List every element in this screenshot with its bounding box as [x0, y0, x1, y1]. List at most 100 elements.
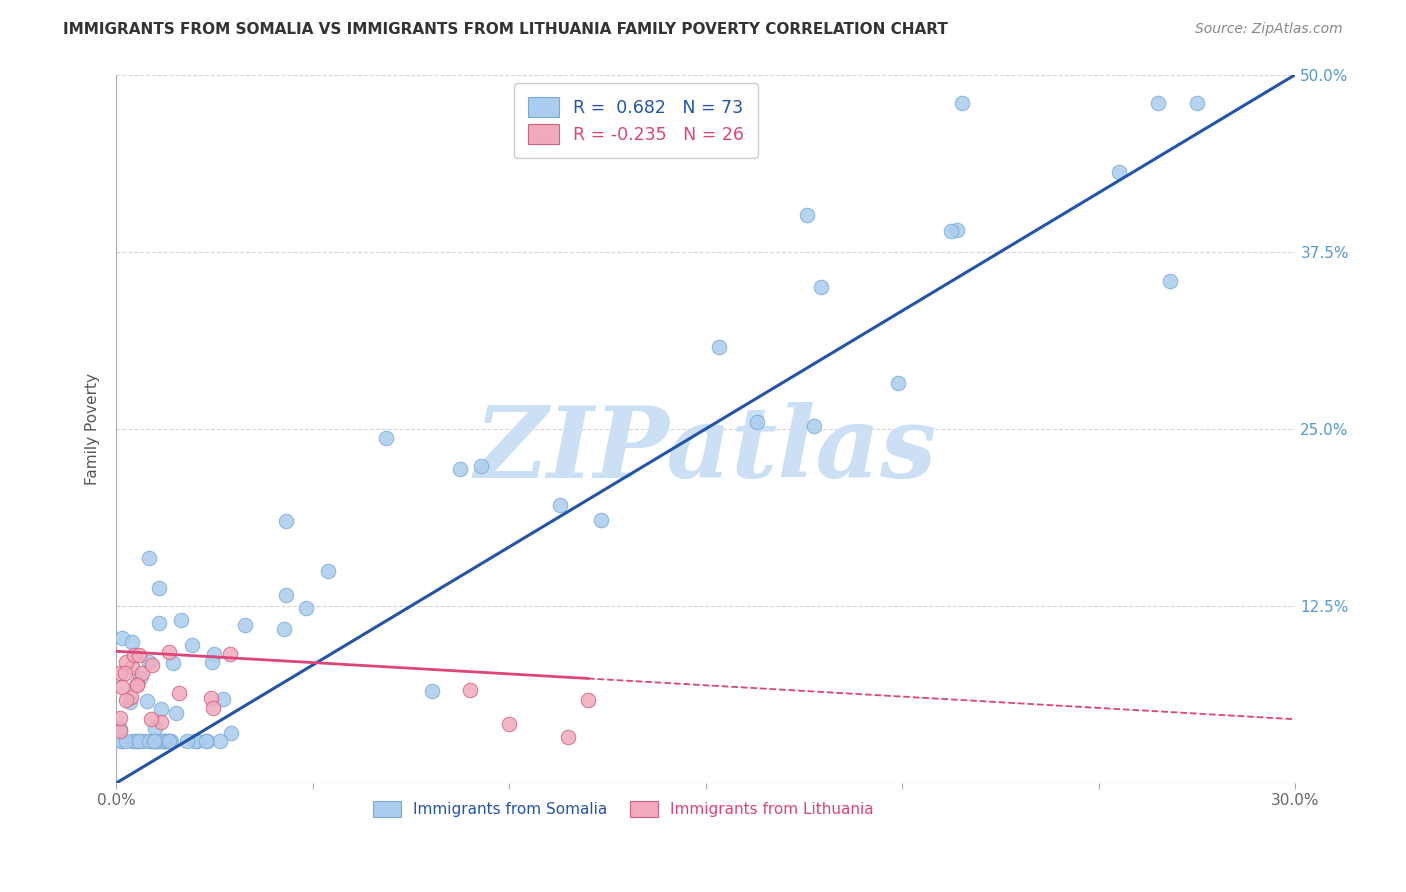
Point: [128, 648, 150, 662]
Point: [375, 432, 398, 446]
Point: [1108, 165, 1130, 179]
Point: [202, 701, 225, 715]
Point: [195, 733, 218, 747]
Point: [143, 721, 166, 735]
Point: [745, 415, 768, 429]
Point: [110, 733, 132, 747]
Point: [170, 613, 193, 627]
Legend: Immigrants from Somalia, Immigrants from Lithuania: Immigrants from Somalia, Immigrants from…: [366, 794, 882, 825]
Point: [195, 733, 218, 747]
Point: [886, 376, 908, 390]
Point: [124, 733, 146, 747]
Point: [132, 733, 155, 747]
Point: [146, 733, 169, 747]
Point: [176, 733, 198, 747]
Point: [120, 695, 142, 709]
Y-axis label: Family Poverty: Family Poverty: [86, 373, 100, 484]
Point: [108, 723, 131, 738]
Point: [458, 682, 481, 697]
Point: [115, 692, 138, 706]
Point: [294, 601, 316, 615]
Point: [121, 635, 143, 649]
Point: [110, 733, 132, 747]
Point: [219, 647, 242, 661]
Point: [155, 733, 177, 747]
Point: [115, 733, 138, 747]
Point: [136, 694, 159, 708]
Text: IMMIGRANTS FROM SOMALIA VS IMMIGRANTS FROM LITHUANIA FAMILY POVERTY CORRELATION : IMMIGRANTS FROM SOMALIA VS IMMIGRANTS FR…: [63, 22, 948, 37]
Point: [122, 733, 145, 747]
Point: [121, 659, 143, 673]
Point: [149, 733, 172, 747]
Point: [120, 690, 142, 705]
Point: [157, 733, 180, 747]
Point: [169, 686, 191, 700]
Point: [1147, 95, 1170, 110]
Point: [138, 733, 160, 747]
Point: [276, 588, 298, 602]
Point: [157, 645, 180, 659]
Point: [138, 655, 160, 669]
Point: [145, 733, 167, 747]
Point: [150, 733, 173, 747]
Point: [576, 692, 599, 706]
Point: [204, 647, 226, 661]
Point: [810, 280, 832, 294]
Point: [143, 733, 166, 747]
Point: [557, 730, 579, 744]
Point: [165, 706, 187, 720]
Point: [498, 717, 520, 731]
Point: [212, 692, 235, 706]
Point: [233, 618, 256, 632]
Point: [114, 665, 136, 680]
Point: [186, 733, 208, 747]
Point: [273, 622, 295, 636]
Point: [318, 565, 340, 579]
Point: [709, 340, 731, 354]
Point: [153, 733, 176, 747]
Point: [111, 680, 134, 694]
Point: [108, 722, 131, 736]
Text: ZIPatlas: ZIPatlas: [475, 401, 936, 499]
Point: [149, 715, 172, 730]
Point: [141, 657, 163, 672]
Point: [201, 655, 224, 669]
Point: [111, 632, 134, 646]
Point: [131, 666, 153, 681]
Point: [548, 498, 571, 512]
Point: [148, 581, 170, 595]
Point: [796, 208, 818, 222]
Point: [138, 551, 160, 566]
Point: [114, 655, 136, 669]
Point: [589, 513, 612, 527]
Point: [143, 733, 166, 747]
Point: [803, 418, 825, 433]
Point: [148, 615, 170, 630]
Point: [139, 713, 162, 727]
Point: [128, 733, 150, 747]
Point: [181, 638, 204, 652]
Point: [200, 691, 222, 706]
Point: [160, 733, 183, 747]
Point: [149, 702, 172, 716]
Point: [183, 733, 205, 747]
Point: [470, 458, 492, 473]
Text: Source: ZipAtlas.com: Source: ZipAtlas.com: [1195, 22, 1343, 37]
Point: [274, 514, 297, 528]
Point: [108, 665, 131, 680]
Point: [108, 711, 131, 725]
Point: [162, 656, 184, 670]
Point: [939, 224, 962, 238]
Point: [945, 222, 967, 236]
Point: [449, 461, 471, 475]
Point: [208, 733, 231, 747]
Point: [129, 671, 152, 685]
Point: [1185, 95, 1208, 110]
Point: [125, 678, 148, 692]
Point: [127, 733, 149, 747]
Point: [1159, 274, 1181, 288]
Point: [157, 733, 180, 747]
Point: [122, 648, 145, 662]
Point: [155, 733, 177, 747]
Point: [420, 684, 443, 698]
